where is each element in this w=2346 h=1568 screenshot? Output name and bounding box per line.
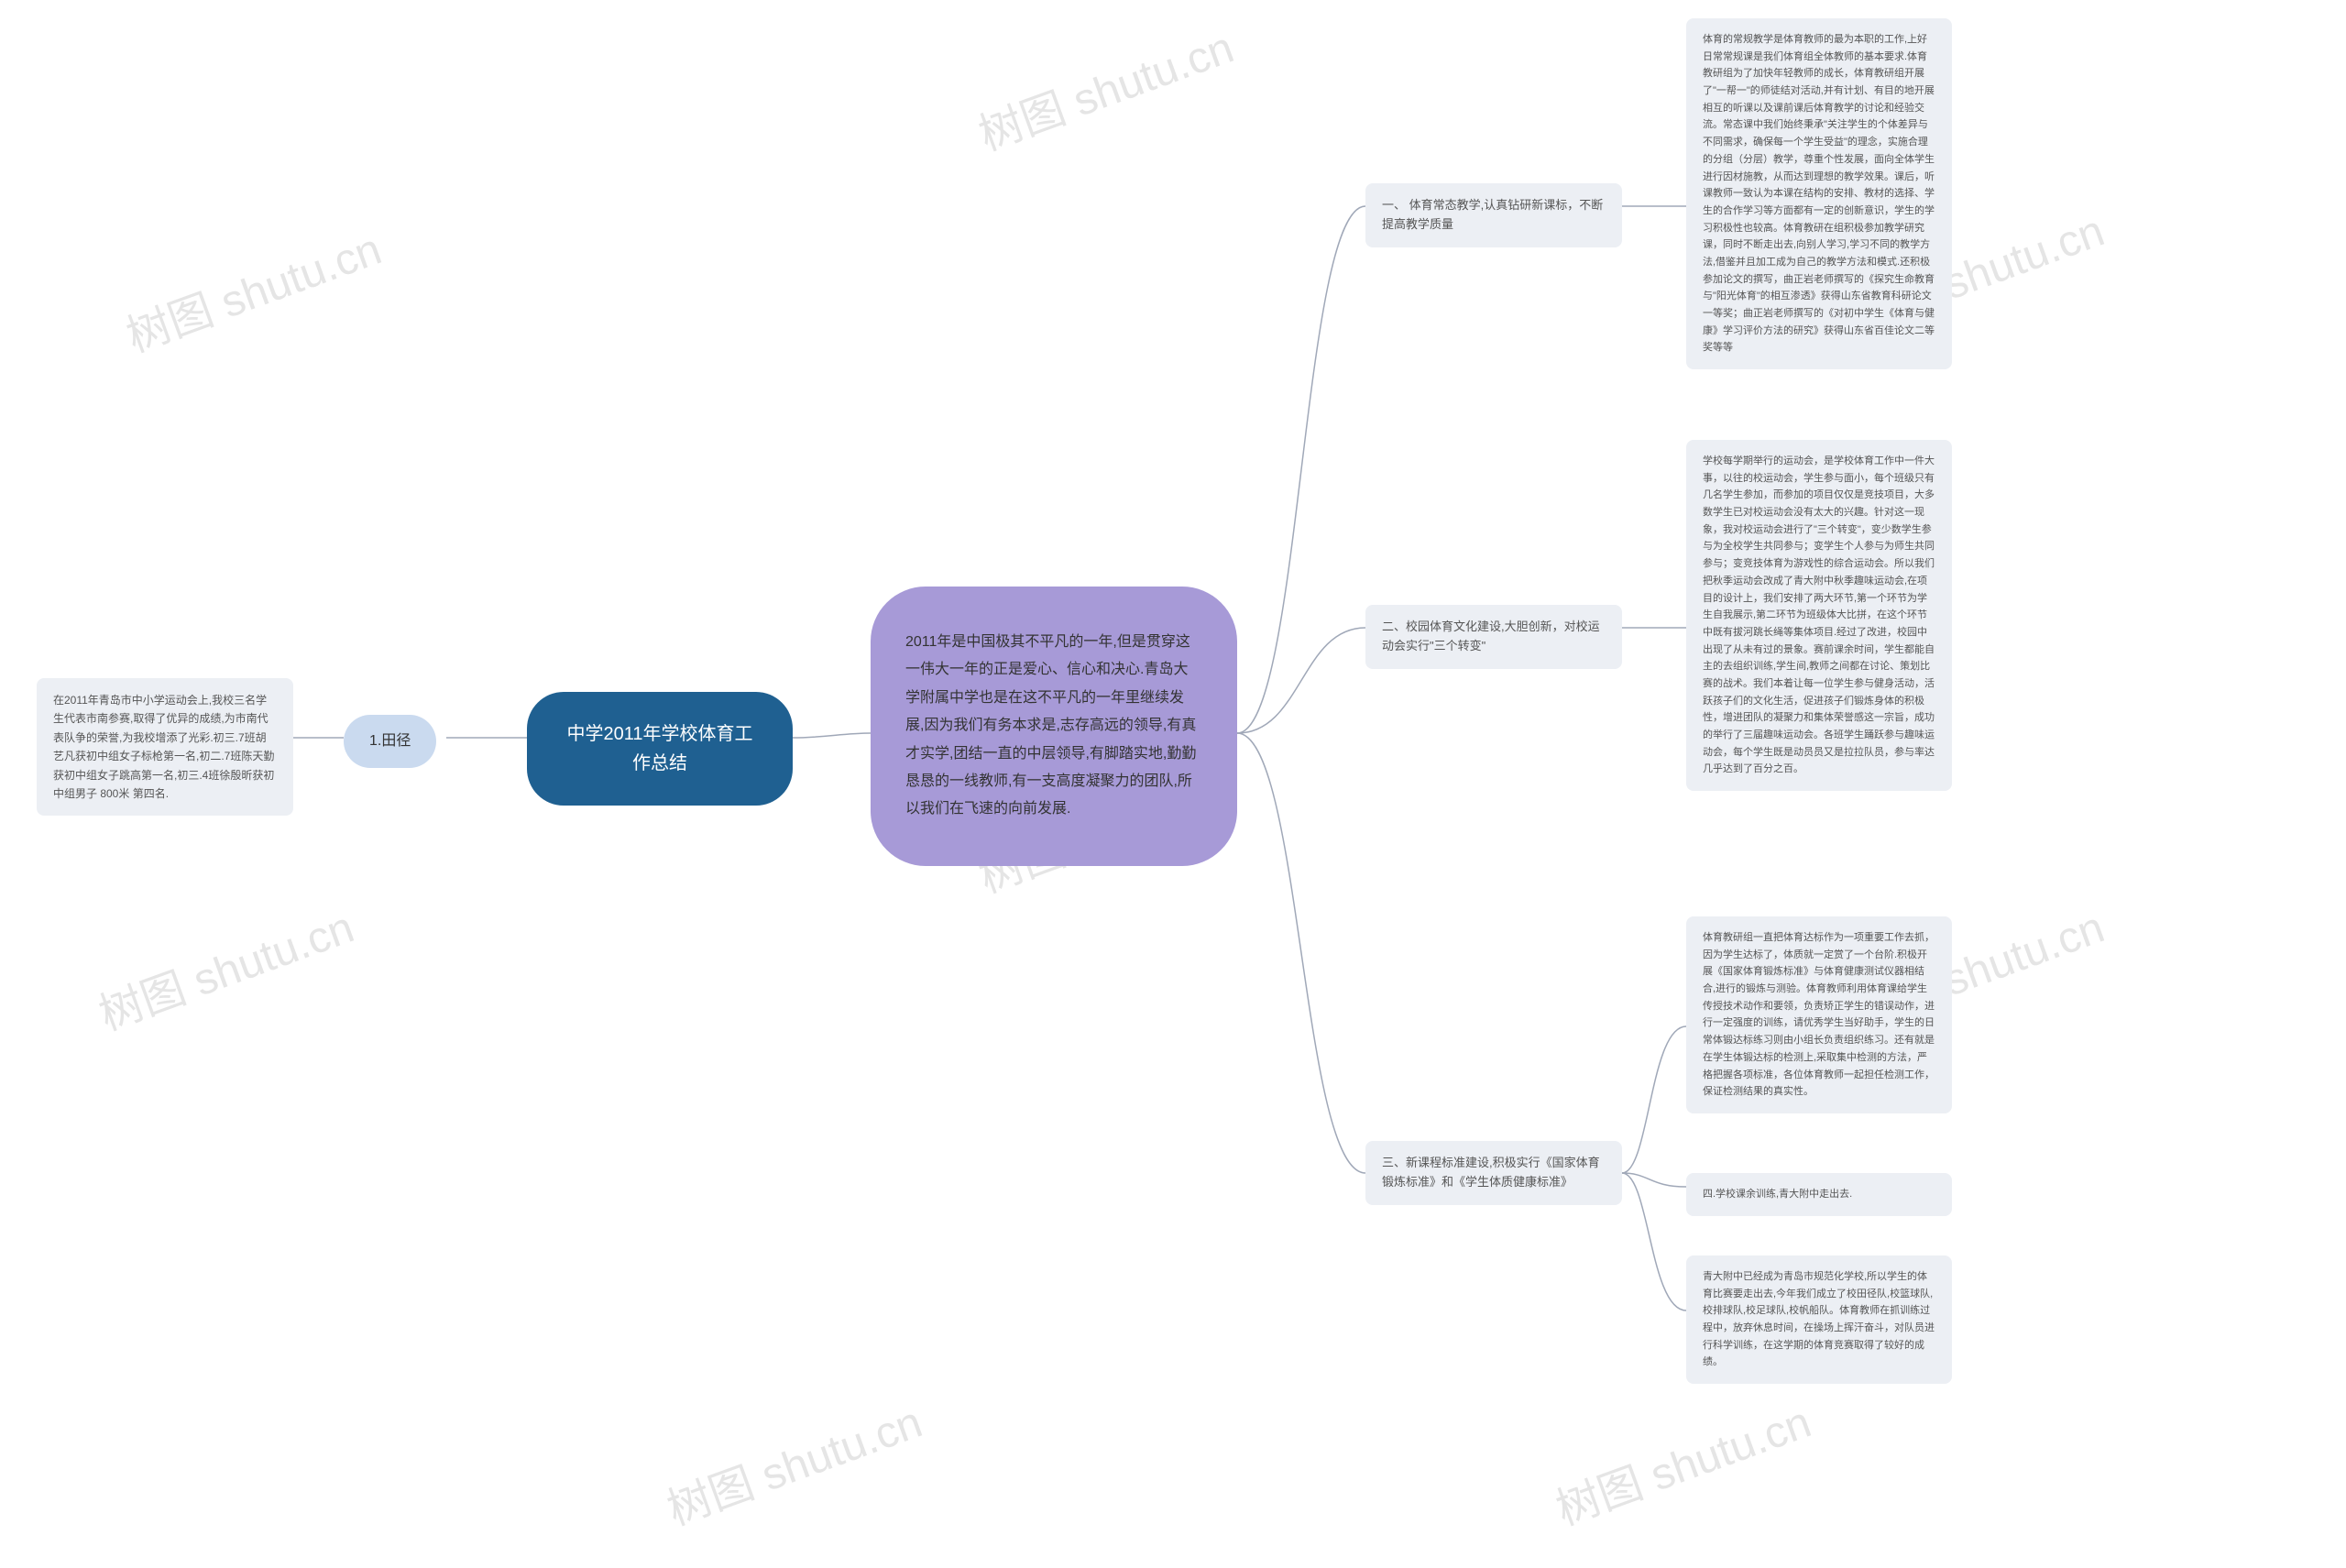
watermark: 树图 shutu.cn (1546, 1386, 1818, 1537)
branch-3-detail-3-text: 青大附中已经成为青岛市规范化学校,所以学生的体育比赛要走出去,今年我们成立了校田… (1703, 1271, 1935, 1367)
branch-2-label-text: 二、校园体育文化建设,大胆创新，对校运动会实行"三个转变" (1382, 620, 1600, 652)
branch-1-label[interactable]: 一、 体育常态教学,认真钻研新课标，不断提高教学质量 (1365, 183, 1622, 247)
branch-3-label-text: 三、新课程标准建设,积极实行《国家体育锻炼标准》和《学生体质健康标准》 (1382, 1156, 1600, 1189)
watermark: 树图 shutu.cn (657, 1386, 929, 1537)
watermark: 树图 shutu.cn (969, 11, 1241, 162)
left-l2-text: 在2011年青岛市中小学运动会上,我校三名学生代表市南参赛,取得了优异的成绩,为… (53, 694, 274, 800)
watermark: 树图 shutu.cn (116, 213, 389, 364)
branch-3-detail-2[interactable]: 四.学校课余训练,青大附中走出去. (1686, 1173, 1952, 1216)
right-node-l1[interactable]: 2011年是中国极其不平凡的一年,但是贯穿这一伟大一年的正是爱心、信心和决心.青… (871, 587, 1237, 866)
branch-3-detail-1-text: 体育教研组一直把体育达标作为一项重要工作去抓，因为学生达标了，体质就一定赏了一个… (1703, 932, 1935, 1097)
branch-3-detail-1[interactable]: 体育教研组一直把体育达标作为一项重要工作去抓，因为学生达标了，体质就一定赏了一个… (1686, 916, 1952, 1113)
branch-1-detail-text: 体育的常规教学是体育教师的最为本职的工作,上好日常常规课是我们体育组全体教师的基… (1703, 34, 1935, 353)
mindmap-root[interactable]: 中学2011年学校体育工作总结 (527, 692, 793, 806)
branch-3-detail-3[interactable]: 青大附中已经成为青岛市规范化学校,所以学生的体育比赛要走出去,今年我们成立了校田… (1686, 1255, 1952, 1384)
left-l1-label: 1.田径 (369, 733, 411, 749)
watermark: 树图 shutu.cn (89, 891, 361, 1042)
left-node-l2[interactable]: 在2011年青岛市中小学运动会上,我校三名学生代表市南参赛,取得了优异的成绩,为… (37, 678, 293, 816)
left-node-l1[interactable]: 1.田径 (344, 715, 436, 768)
root-label: 中学2011年学校体育工作总结 (566, 724, 752, 773)
branch-2-label[interactable]: 二、校园体育文化建设,大胆创新，对校运动会实行"三个转变" (1365, 605, 1622, 669)
branch-2-detail-text: 学校每学期举行的运动会，是学校体育工作中一件大事，以往的校运动会，学生参与面小，… (1703, 455, 1935, 774)
right-l1-text: 2011年是中国极其不平凡的一年,但是贯穿这一伟大一年的正是爱心、信心和决心.青… (905, 634, 1196, 817)
branch-3-detail-2-text: 四.学校课余训练,青大附中走出去. (1703, 1189, 1852, 1200)
branch-3-label[interactable]: 三、新课程标准建设,积极实行《国家体育锻炼标准》和《学生体质健康标准》 (1365, 1141, 1622, 1205)
branch-1-label-text: 一、 体育常态教学,认真钻研新课标，不断提高教学质量 (1382, 198, 1603, 231)
branch-1-detail[interactable]: 体育的常规教学是体育教师的最为本职的工作,上好日常常规课是我们体育组全体教师的基… (1686, 18, 1952, 369)
branch-2-detail[interactable]: 学校每学期举行的运动会，是学校体育工作中一件大事，以往的校运动会，学生参与面小，… (1686, 440, 1952, 791)
